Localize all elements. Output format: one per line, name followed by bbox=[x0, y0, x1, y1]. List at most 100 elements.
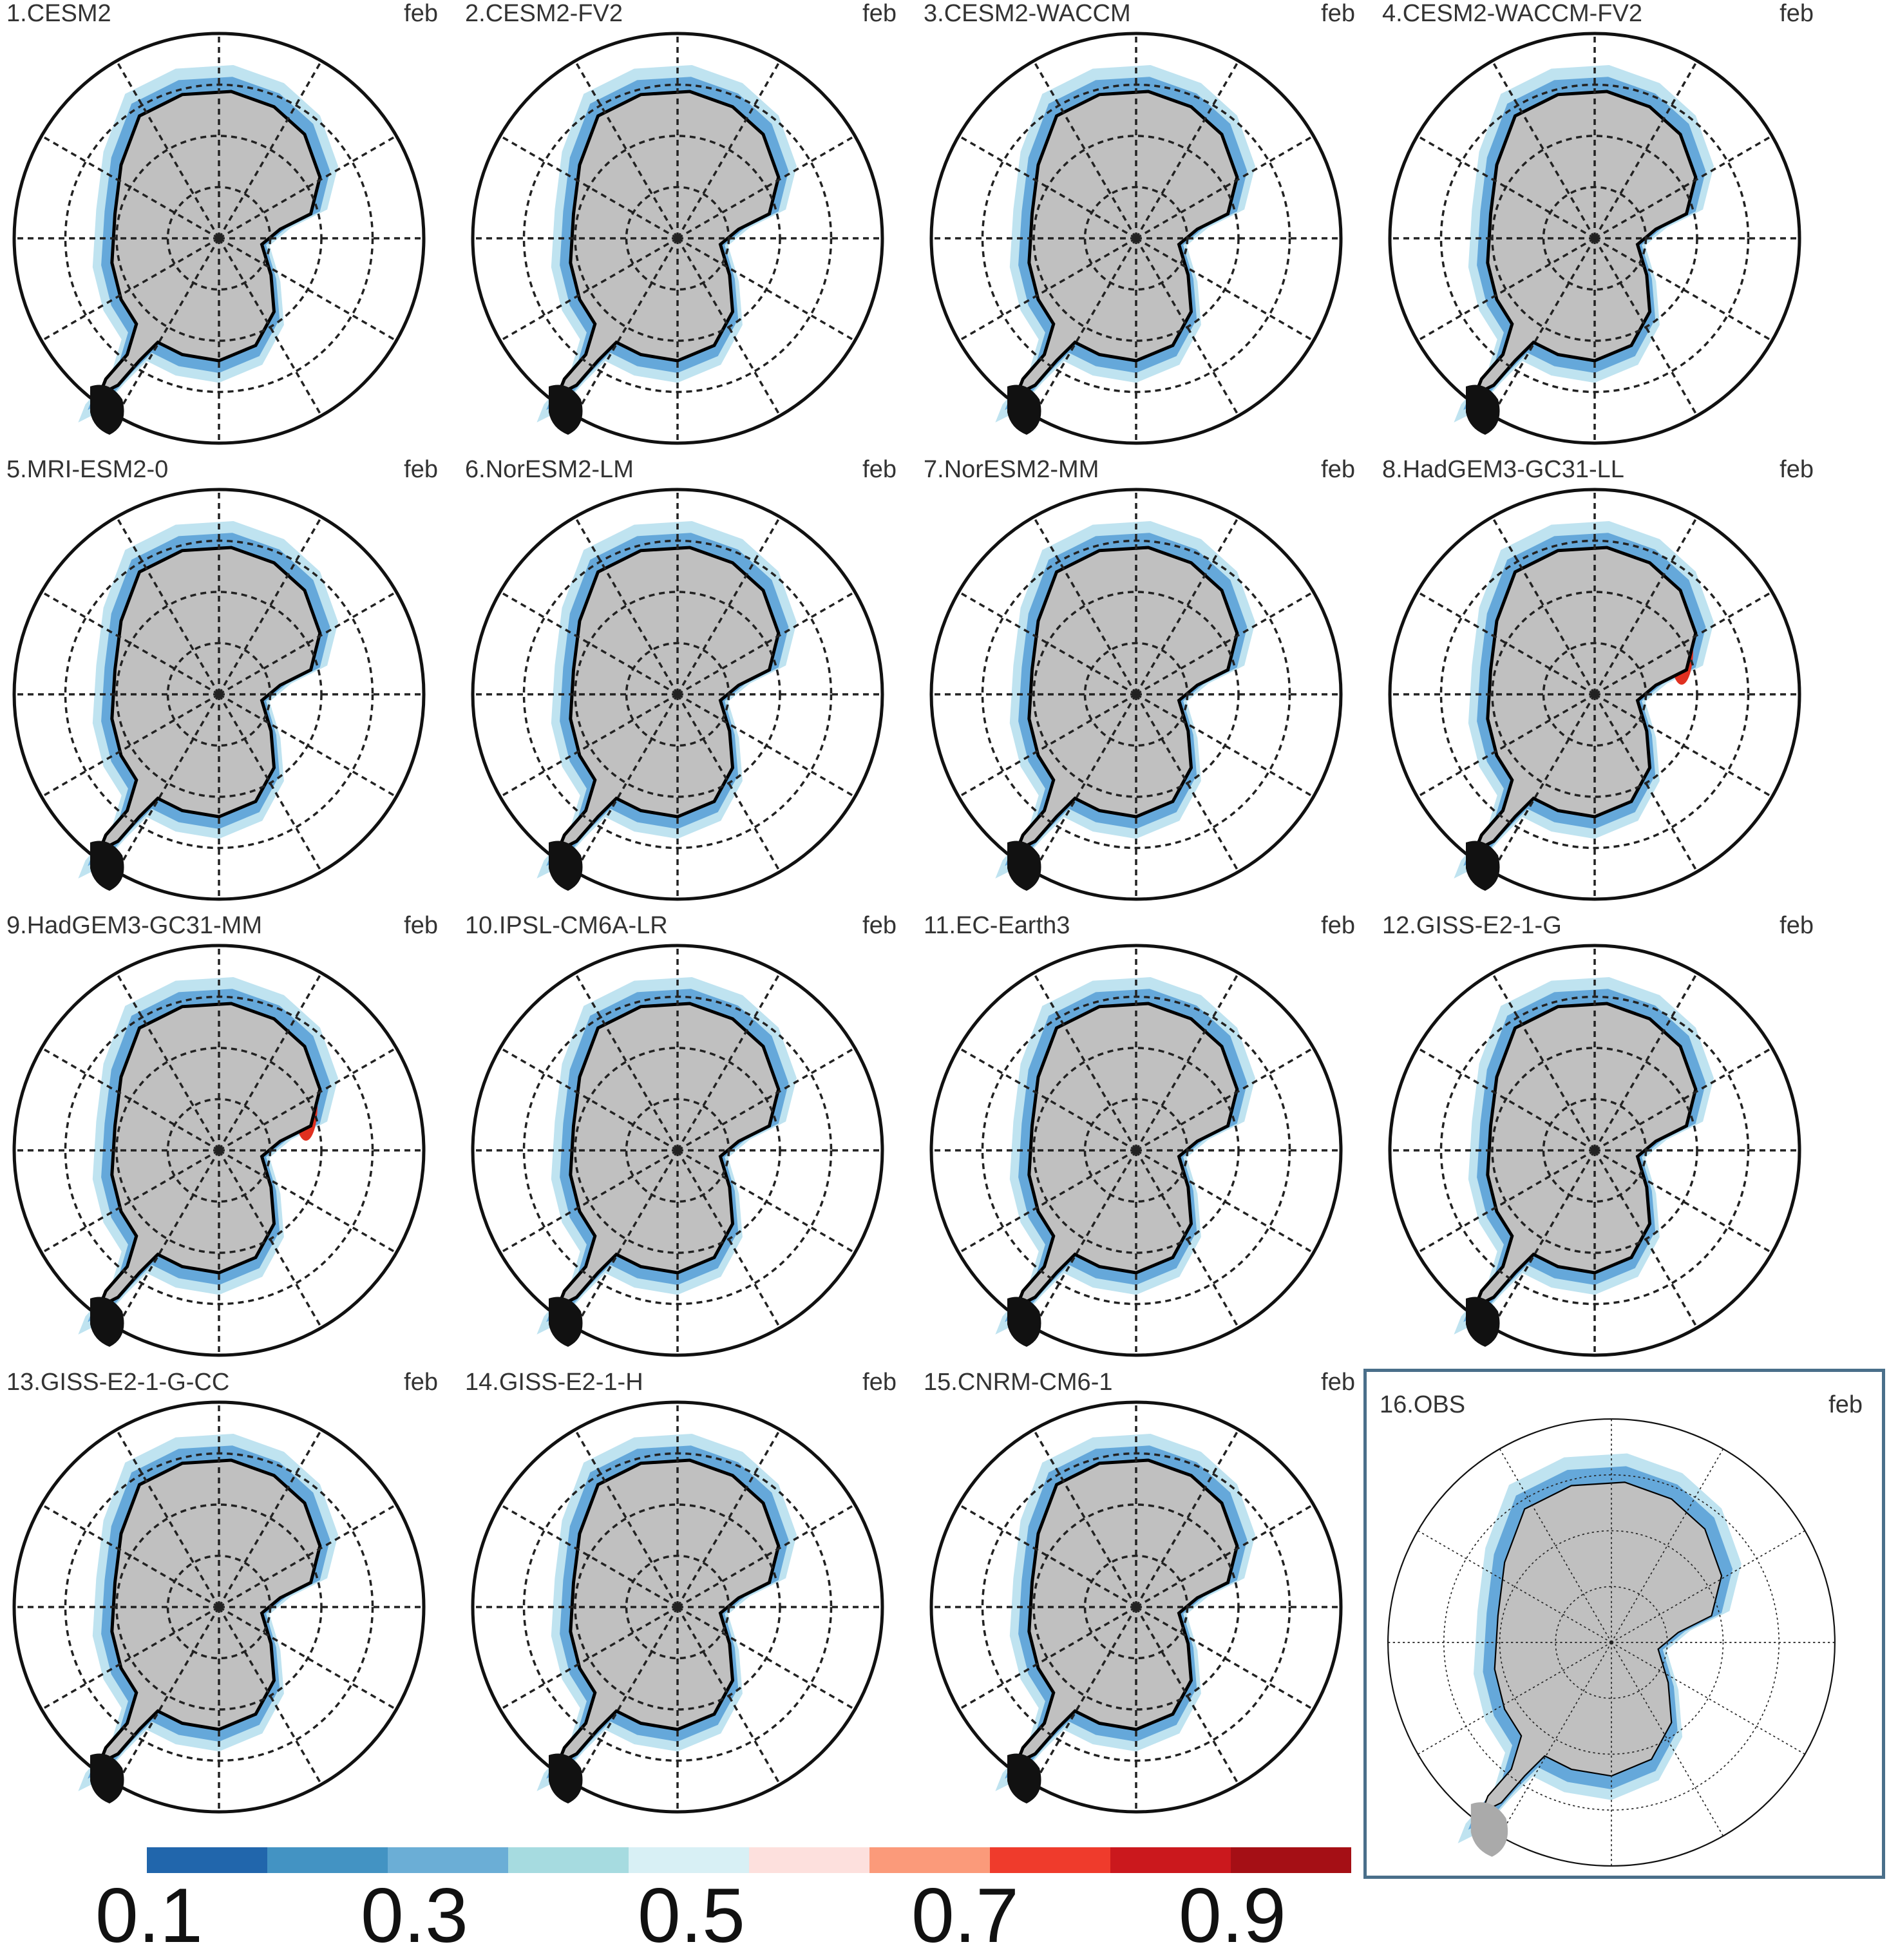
meridian bbox=[218, 238, 323, 417]
panel-title: 5.MRI-ESM2-0 bbox=[6, 456, 169, 483]
meridian bbox=[676, 1150, 781, 1329]
meridian bbox=[574, 972, 679, 1151]
panel-month: feb bbox=[404, 0, 438, 27]
meridian bbox=[676, 516, 781, 695]
meridian bbox=[115, 60, 220, 239]
latitude-circle bbox=[115, 1503, 323, 1711]
meridian bbox=[1594, 591, 1773, 696]
map-panel-12: 12.GISS-E2-1-G feb bbox=[1376, 912, 1827, 1363]
map-panel-1: 1.CESM2 feb bbox=[0, 0, 451, 451]
latitude-circle bbox=[981, 83, 1291, 394]
map-panel-8: 8.HadGEM3-GC31-LL feb bbox=[1376, 456, 1827, 907]
meridian bbox=[1135, 1606, 1315, 1711]
meridian bbox=[677, 1149, 856, 1254]
meridian bbox=[677, 237, 856, 342]
meridian bbox=[574, 1606, 679, 1785]
panel-title: 14.GISS-E2-1-H bbox=[465, 1369, 643, 1396]
meridian bbox=[115, 1606, 220, 1785]
latitude-circle bbox=[1491, 135, 1698, 342]
south-america-tip bbox=[90, 841, 124, 891]
meridian bbox=[1135, 237, 1315, 342]
meridian bbox=[115, 694, 220, 873]
meridian bbox=[574, 60, 679, 239]
map-panel-7: 7.NorESM2-MM feb bbox=[917, 456, 1368, 907]
meridian bbox=[218, 516, 323, 695]
panel-title: 10.IPSL-CM6A-LR bbox=[465, 912, 668, 939]
latitude-circle bbox=[522, 83, 833, 394]
map-panel-9: 9.HadGEM3-GC31-MM feb bbox=[0, 912, 451, 1363]
meridian bbox=[115, 516, 220, 695]
meridian bbox=[1135, 1047, 1315, 1152]
south-america-tip bbox=[1466, 385, 1500, 435]
map-panel-5: 5.MRI-ESM2-0 feb bbox=[0, 456, 451, 907]
latitude-circle bbox=[522, 1452, 833, 1762]
meridian bbox=[1593, 60, 1698, 239]
panel-title: 7.NorESM2-MM bbox=[924, 456, 1099, 483]
polar-map bbox=[471, 488, 884, 901]
latitude-circle bbox=[574, 135, 781, 342]
meridian bbox=[1032, 238, 1137, 417]
meridian bbox=[1135, 1150, 1240, 1329]
panel-title: 8.HadGEM3-GC31-LL bbox=[1382, 456, 1624, 483]
meridian bbox=[1032, 1606, 1137, 1785]
meridian bbox=[574, 1429, 679, 1608]
south-america-tip bbox=[1466, 1297, 1500, 1347]
meridian bbox=[574, 238, 679, 417]
meridian bbox=[218, 694, 323, 873]
panel-title: 15.CNRM-CM6-1 bbox=[924, 1369, 1113, 1396]
meridian bbox=[574, 1150, 679, 1329]
map-panel-11: 11.EC-Earth3 feb bbox=[917, 912, 1368, 1363]
latitude-circle bbox=[522, 539, 833, 850]
latitude-circle bbox=[981, 539, 1291, 850]
meridian bbox=[1032, 972, 1137, 1151]
panel-title: 9.HadGEM3-GC31-MM bbox=[6, 912, 262, 939]
meridian bbox=[1416, 1047, 1595, 1152]
meridian bbox=[1593, 694, 1698, 873]
map-panel-6: 6.NorESM2-LM feb bbox=[459, 456, 909, 907]
panel-title: 1.CESM2 bbox=[6, 0, 111, 27]
meridian bbox=[218, 1150, 323, 1329]
meridian bbox=[115, 1150, 220, 1329]
south-america-tip bbox=[1007, 841, 1041, 891]
latitude-circle bbox=[1542, 186, 1647, 291]
colorbar-swatch-4 bbox=[629, 1847, 749, 1873]
panel-title: 13.GISS-E2-1-G-CC bbox=[6, 1369, 230, 1396]
latitude-circle bbox=[1032, 591, 1240, 798]
map-panel-10: 10.IPSL-CM6A-LR feb bbox=[459, 912, 909, 1363]
panel-title: 11.EC-Earth3 bbox=[924, 912, 1070, 939]
polar-map bbox=[929, 488, 1343, 901]
south-america-tip bbox=[1007, 385, 1041, 435]
polar-map bbox=[1388, 32, 1801, 445]
south-america-tip bbox=[90, 1753, 124, 1803]
panel-month: feb bbox=[1321, 456, 1355, 483]
latitude-circle bbox=[1499, 1530, 1724, 1755]
latitude-circle bbox=[64, 539, 374, 850]
meridian bbox=[218, 237, 397, 342]
latitude-circle bbox=[64, 995, 374, 1306]
south-america-tip bbox=[1007, 1753, 1041, 1803]
meridian bbox=[218, 60, 323, 239]
meridian bbox=[499, 591, 678, 696]
meridian bbox=[676, 238, 781, 417]
latitude-circle bbox=[1083, 1098, 1189, 1203]
meridian bbox=[1491, 60, 1596, 239]
meridian bbox=[1135, 516, 1240, 695]
latitude-circle bbox=[981, 1452, 1291, 1762]
latitude-circle bbox=[166, 1098, 272, 1203]
meridian bbox=[958, 1149, 1137, 1254]
polar-map bbox=[12, 944, 426, 1357]
obs-polar-map bbox=[1387, 1418, 1836, 1867]
colorbar bbox=[147, 1847, 1351, 1873]
meridian bbox=[218, 972, 323, 1151]
latitude-circle bbox=[1032, 1503, 1240, 1711]
meridian bbox=[41, 237, 220, 342]
meridian bbox=[1416, 591, 1595, 696]
polar-map bbox=[929, 32, 1343, 445]
panel-month: feb bbox=[862, 912, 897, 939]
colorbar-label-1: 0.3 bbox=[361, 1872, 468, 1959]
latitude-circle bbox=[625, 186, 730, 291]
panel-title: 6.NorESM2-LM bbox=[465, 456, 634, 483]
meridian bbox=[676, 694, 781, 873]
meridian bbox=[41, 591, 220, 696]
colorbar-label-3: 0.7 bbox=[911, 1872, 1019, 1959]
